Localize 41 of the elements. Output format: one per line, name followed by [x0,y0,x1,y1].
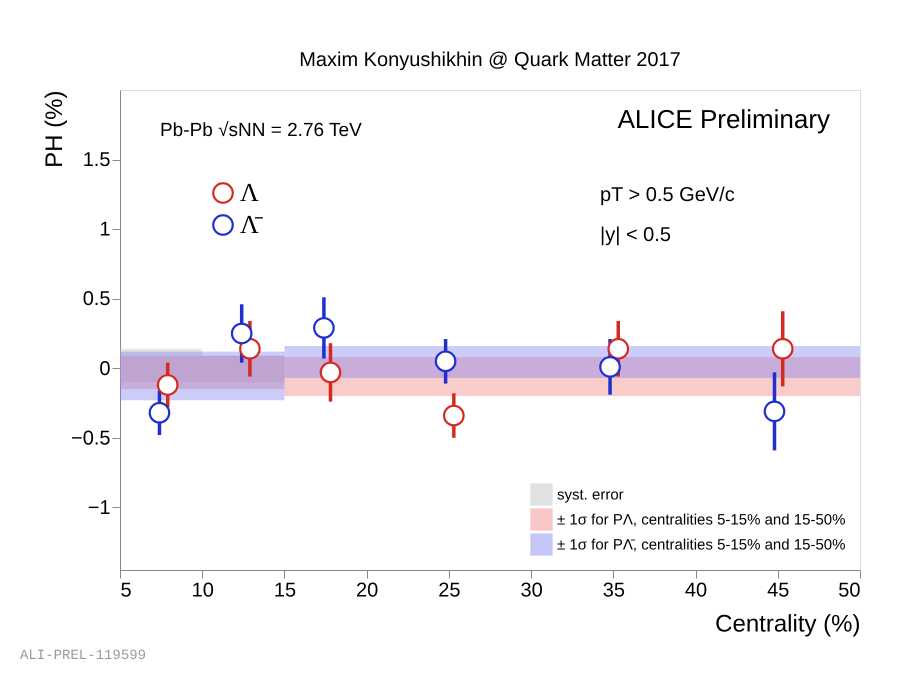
y-tick-label: 0 [99,358,110,380]
x-tick-label: 30 [520,580,543,602]
text: Maxim Konyushikhin @ Quark Matter 2017 [299,49,681,71]
point [599,356,621,378]
y-tick-label: 0.5 [82,288,110,310]
legend-label: syst. error [557,486,624,504]
point [607,338,630,360]
x-tick-label: 25 [438,580,461,602]
annotation: Pb-Pb √sNN = 2.76 TeV [160,120,362,141]
y-tick-label: 1.5 [82,149,110,172]
y-tick-label: −1 [88,496,110,519]
annotation: |y| < 0.5 [600,224,671,246]
x-tick-label: 10 [192,580,214,602]
point [313,317,335,339]
point [148,402,170,424]
x-axis-title: Centrality (%) [715,610,860,638]
point [442,404,465,426]
point [156,374,179,396]
legend-label: Λ [240,178,259,207]
point [772,338,794,360]
annotation: ALICE Preliminary [618,104,830,134]
x-tick-label: 40 [684,580,708,602]
y-tick-label: 1 [99,218,110,241]
point [230,322,253,344]
legend-label: Λ̄ [240,210,263,239]
text: ALI-PREL-119599 [20,648,146,664]
legend-label: ± 1σ for PΛ, centralities 5-15% and 15-50% [557,512,846,528]
x-tick-label: 50 [838,580,860,602]
point [320,362,342,384]
x-tick-label: 20 [356,580,378,602]
y-tick-label: −0.5 [71,427,110,450]
point [764,400,786,422]
x-tick-label: 35 [602,580,625,602]
point [434,350,456,372]
legend-label: ± 1σ for PΛ̄, centralities 5-15% and 15-50% [557,536,846,554]
x-tick-label: 15 [274,580,296,602]
point [239,338,261,360]
x-tick-label: 45 [767,580,790,602]
x-tick-label: 5 [120,580,132,602]
y-axis-title: PH (%) [41,90,68,168]
annotation: pT > 0.5 GeV/c [600,184,735,206]
